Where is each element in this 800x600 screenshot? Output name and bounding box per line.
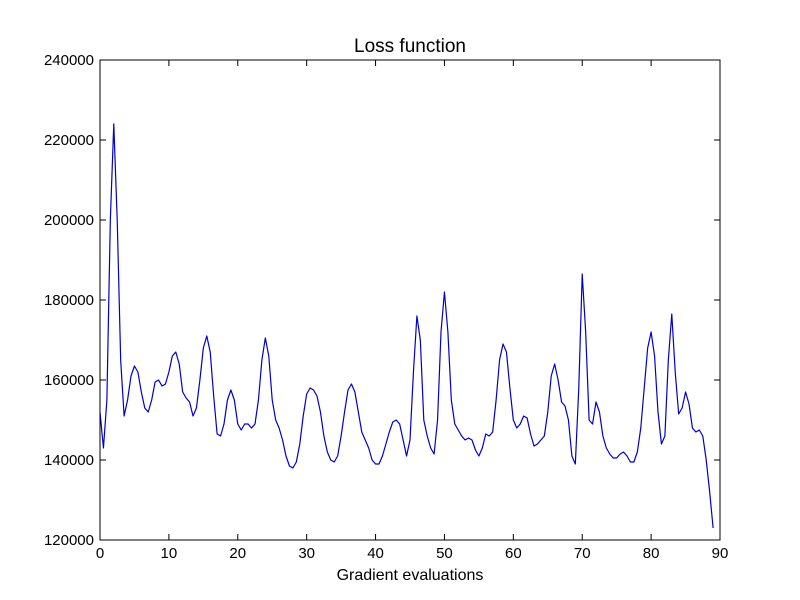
x-tick-label: 50: [436, 545, 453, 562]
x-tick-label: 90: [712, 545, 729, 562]
y-tick-label: 160000: [44, 372, 94, 389]
x-tick-label: 40: [367, 545, 384, 562]
x-tick-label: 0: [96, 545, 104, 562]
x-tick-label: 80: [643, 545, 660, 562]
y-tick-label: 180000: [44, 292, 94, 309]
y-tick-label: 120000: [44, 532, 94, 549]
x-tick-label: 20: [229, 545, 246, 562]
y-tick-label: 200000: [44, 212, 94, 229]
chart-title: Loss function: [354, 36, 466, 57]
y-tick-label: 240000: [44, 52, 94, 69]
x-tick-label: 60: [505, 545, 522, 562]
x-tick-label: 10: [161, 545, 178, 562]
y-tick-label: 140000: [44, 452, 94, 469]
series-layer: [99, 123, 714, 529]
y-tick-label: 220000: [44, 132, 94, 149]
y-axis-ticks: 120000 140000 160000 180000 200000 220000 2400…: [44, 52, 720, 549]
x-tick-label: 70: [574, 545, 591, 562]
loss-series-line-0: [99, 123, 714, 529]
plot-frame: [99, 59, 721, 541]
x-axis-label: Gradient evaluations: [337, 567, 484, 584]
x-axis-ticks: 0 10 20 30 40 50 60 70 80 90: [96, 60, 729, 562]
x-tick-label: 30: [298, 545, 315, 562]
